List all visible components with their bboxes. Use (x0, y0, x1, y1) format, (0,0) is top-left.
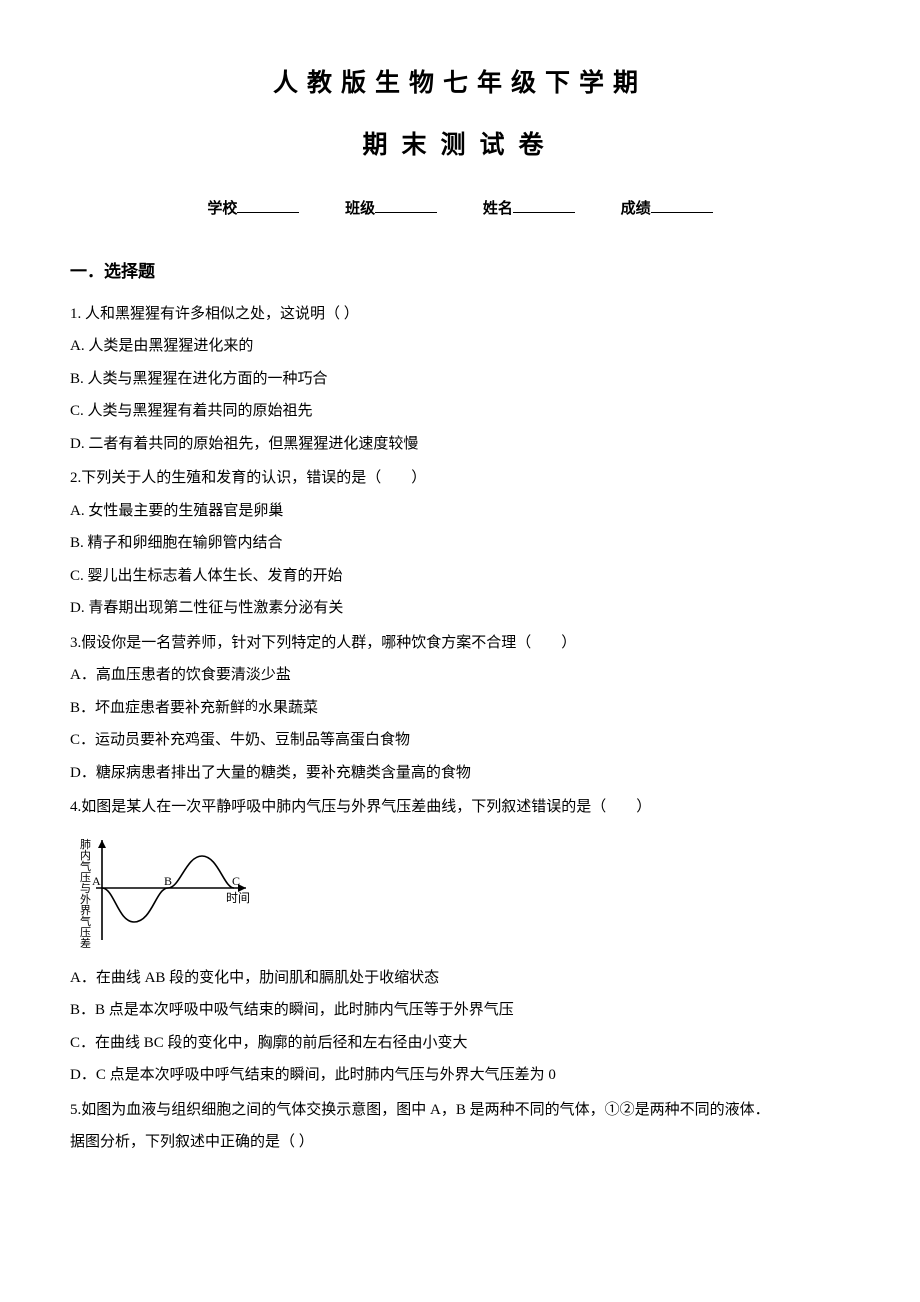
q2-opt-a: A. 女性最主要的生殖器官是卵巢 (70, 497, 850, 526)
q4-opt-d: D．C 点是本次呼吸中呼气结束的瞬间，此时肺内气压与外界大气压差为 0 (70, 1061, 850, 1090)
q3-opt-b-sup: 的 (245, 698, 258, 713)
point-c-label: C (232, 874, 240, 888)
q3-opt-d: D．糖尿病患者排出了大量的糖类，要补充糖类含量高的食物 (70, 759, 850, 788)
q4-opt-b: B．B 点是本次呼吸中吸气结束的瞬间，此时肺内气压等于外界气压 (70, 996, 850, 1025)
q2-stem: 2.下列关于人的生殖和发育的认识，错误的是（ ） (70, 464, 850, 493)
q5-stem-line1: 5.如图为血液与组织细胞之间的气体交换示意图，图中 A，B 是两种不同的气体，①… (70, 1096, 850, 1125)
q3-opt-b-pre: B．坏血症患者要补充新鲜 (70, 700, 245, 716)
q3-opt-c: C．运动员要补充鸡蛋、牛奶、豆制品等高蛋白食物 (70, 726, 850, 755)
blank-school[interactable] (237, 197, 299, 214)
curve (102, 856, 234, 922)
q2-opt-d: D. 青春期出现第二性征与性激素分泌有关 (70, 594, 850, 623)
q1-opt-c: C. 人类与黑猩猩有着共同的原始祖先 (70, 397, 850, 426)
q1-opt-a: A. 人类是由黑猩猩进化来的 (70, 332, 850, 361)
q3-opt-a: A．高血压患者的饮食要清淡少盐 (70, 661, 850, 690)
point-a-label: A (92, 874, 101, 888)
blank-name[interactable] (513, 197, 575, 214)
y-axis-arrow-icon (98, 840, 106, 848)
label-class: 班级 (345, 201, 375, 217)
section-heading: 一．选择题 (70, 256, 850, 288)
info-row: 学校 班级 姓名 成绩 (70, 195, 850, 224)
q1-opt-b: B. 人类与黑猩猩在进化方面的一种巧合 (70, 365, 850, 394)
label-school: 学校 (207, 201, 237, 217)
q2-opt-b: B. 精子和卵细胞在输卵管内结合 (70, 529, 850, 558)
q3-stem: 3.假设你是一名营养师，针对下列特定的人群，哪种饮食方案不合理（ ） (70, 629, 850, 658)
blank-class[interactable] (375, 197, 437, 214)
x-axis-label: 时间 (226, 891, 250, 905)
point-b-label: B (164, 874, 172, 888)
q4-chart-svg: A B C 时间 肺内气压与外界气压差 (74, 832, 259, 952)
q4-opt-c: C．在曲线 BC 段的变化中，胸廓的前后径和左右径由小变大 (70, 1029, 850, 1058)
q3-opt-b-post: 水果蔬菜 (258, 700, 318, 716)
q5-stem-line2: 据图分析，下列叙述中正确的是（ ） (70, 1128, 850, 1157)
title-main: 人教版生物七年级下学期 (70, 60, 850, 108)
q3-opt-b: B．坏血症患者要补充新鲜的水果蔬菜 (70, 694, 850, 723)
y-axis-label: 肺内气压与外界气压差 (80, 838, 91, 950)
q1-opt-d: D. 二者有着共同的原始祖先，但黑猩猩进化速度较慢 (70, 430, 850, 459)
q4-stem: 4.如图是某人在一次平静呼吸中肺内气压与外界气压差曲线，下列叙述错误的是（ ） (70, 793, 850, 822)
label-score: 成绩 (621, 201, 651, 217)
q4-chart: A B C 时间 肺内气压与外界气压差 (74, 832, 850, 952)
q1-stem: 1. 人和黑猩猩有许多相似之处，这说明（ ） (70, 300, 850, 329)
q2-opt-c: C. 婴儿出生标志着人体生长、发育的开始 (70, 562, 850, 591)
q4-opt-a: A．在曲线 AB 段的变化中，肋间肌和膈肌处于收缩状态 (70, 964, 850, 993)
blank-score[interactable] (651, 197, 713, 214)
title-sub: 期末测试卷 (70, 122, 850, 170)
label-name: 姓名 (483, 201, 513, 217)
